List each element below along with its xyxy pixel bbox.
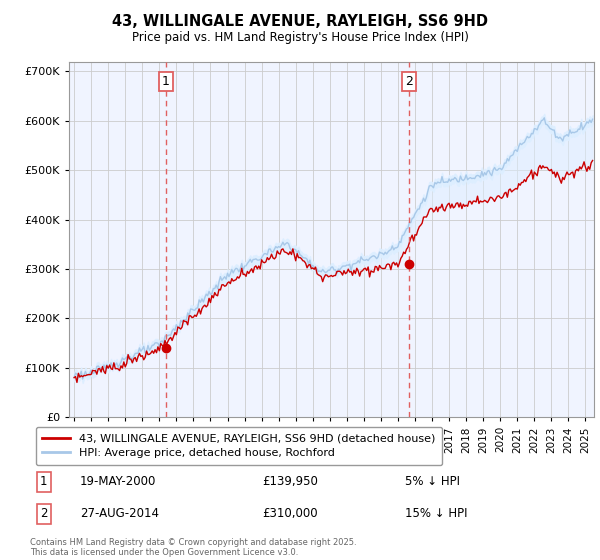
- Text: 27-AUG-2014: 27-AUG-2014: [80, 507, 158, 520]
- Text: Price paid vs. HM Land Registry's House Price Index (HPI): Price paid vs. HM Land Registry's House …: [131, 31, 469, 44]
- Text: 19-MAY-2000: 19-MAY-2000: [80, 475, 156, 488]
- Text: 2: 2: [405, 75, 413, 88]
- Text: £139,950: £139,950: [262, 475, 318, 488]
- Text: 2: 2: [40, 507, 47, 520]
- Text: Contains HM Land Registry data © Crown copyright and database right 2025.
This d: Contains HM Land Registry data © Crown c…: [30, 538, 356, 557]
- Text: 5% ↓ HPI: 5% ↓ HPI: [406, 475, 460, 488]
- Text: 43, WILLINGALE AVENUE, RAYLEIGH, SS6 9HD: 43, WILLINGALE AVENUE, RAYLEIGH, SS6 9HD: [112, 14, 488, 29]
- Text: 1: 1: [162, 75, 170, 88]
- Legend: 43, WILLINGALE AVENUE, RAYLEIGH, SS6 9HD (detached house), HPI: Average price, d: 43, WILLINGALE AVENUE, RAYLEIGH, SS6 9HD…: [35, 427, 442, 465]
- Text: 15% ↓ HPI: 15% ↓ HPI: [406, 507, 468, 520]
- Text: 1: 1: [40, 475, 47, 488]
- Text: £310,000: £310,000: [262, 507, 317, 520]
